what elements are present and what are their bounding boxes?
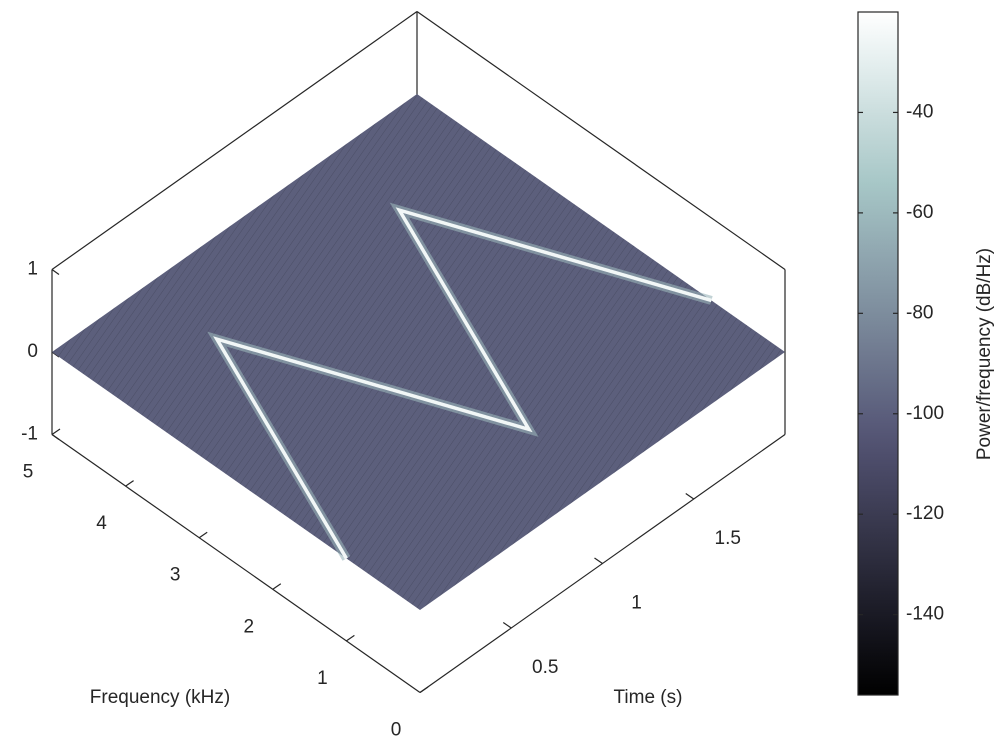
colorbar-tick-label: -140 [906,604,944,625]
y-tick [419,686,429,693]
x-tick [685,493,695,500]
axes-front: 0 1 2 3 4 5 0.5 1 1.5 [23,428,786,741]
z-tick [51,351,60,358]
y-tick [346,634,355,642]
y-tick-label: 2 [244,616,255,637]
y-tick [51,428,61,435]
x-tick-label: 1.5 [715,528,741,549]
colorbar-tick-label: -100 [906,403,944,424]
colorbar [857,11,899,696]
y-tick-label: 5 [23,462,34,483]
y-tick [125,480,134,487]
y-tick-label: 0 [391,720,402,741]
colorbar-tick-label: -40 [906,101,933,122]
y-tick-label: 4 [96,513,107,534]
y-axis-label: Frequency (kHz) [90,687,230,708]
box-edge [416,11,786,270]
y-tick-label: 1 [317,668,328,689]
colorbar-label: Power/frequency (dB/Hz) [974,248,995,460]
box-edge [51,434,421,693]
z-tick-label: 1 [27,259,38,280]
z-tick [51,269,60,275]
colorbar-tick-label: -60 [906,202,933,223]
x-tick-label: 1 [631,593,642,614]
colorbar-tick-label: -120 [906,503,944,524]
ridge [213,207,712,560]
x-tick [594,557,603,564]
z-tick-label: 0 [27,341,38,362]
y-tick [272,583,282,590]
floor-texture [52,94,785,610]
x-tick [502,622,512,629]
surface-layer [52,94,785,610]
y-tick [198,531,208,539]
colorbar-tick-label: -80 [906,302,933,323]
x-tick-label: 0.5 [532,657,558,678]
z-tick-label: -1 [21,424,38,445]
x-axis-label: Time (s) [614,687,683,708]
box-edge [51,11,418,270]
y-tick-label: 3 [170,565,181,586]
